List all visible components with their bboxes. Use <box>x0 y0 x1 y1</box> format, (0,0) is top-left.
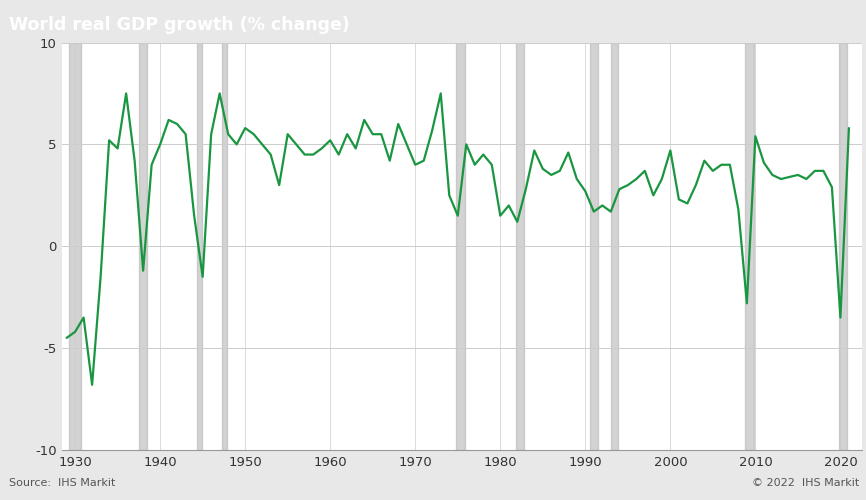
Bar <box>515 42 524 450</box>
Bar <box>197 42 202 450</box>
Bar <box>611 42 617 450</box>
Bar <box>456 42 464 450</box>
Bar <box>838 42 847 450</box>
Bar <box>590 42 598 450</box>
Text: © 2022  IHS Markit: © 2022 IHS Markit <box>752 478 859 488</box>
Text: Source:  IHS Markit: Source: IHS Markit <box>9 478 115 488</box>
Bar <box>69 42 81 450</box>
Bar <box>139 42 147 450</box>
Bar <box>223 42 227 450</box>
Bar <box>745 42 753 450</box>
Text: World real GDP growth (% change): World real GDP growth (% change) <box>9 16 349 34</box>
